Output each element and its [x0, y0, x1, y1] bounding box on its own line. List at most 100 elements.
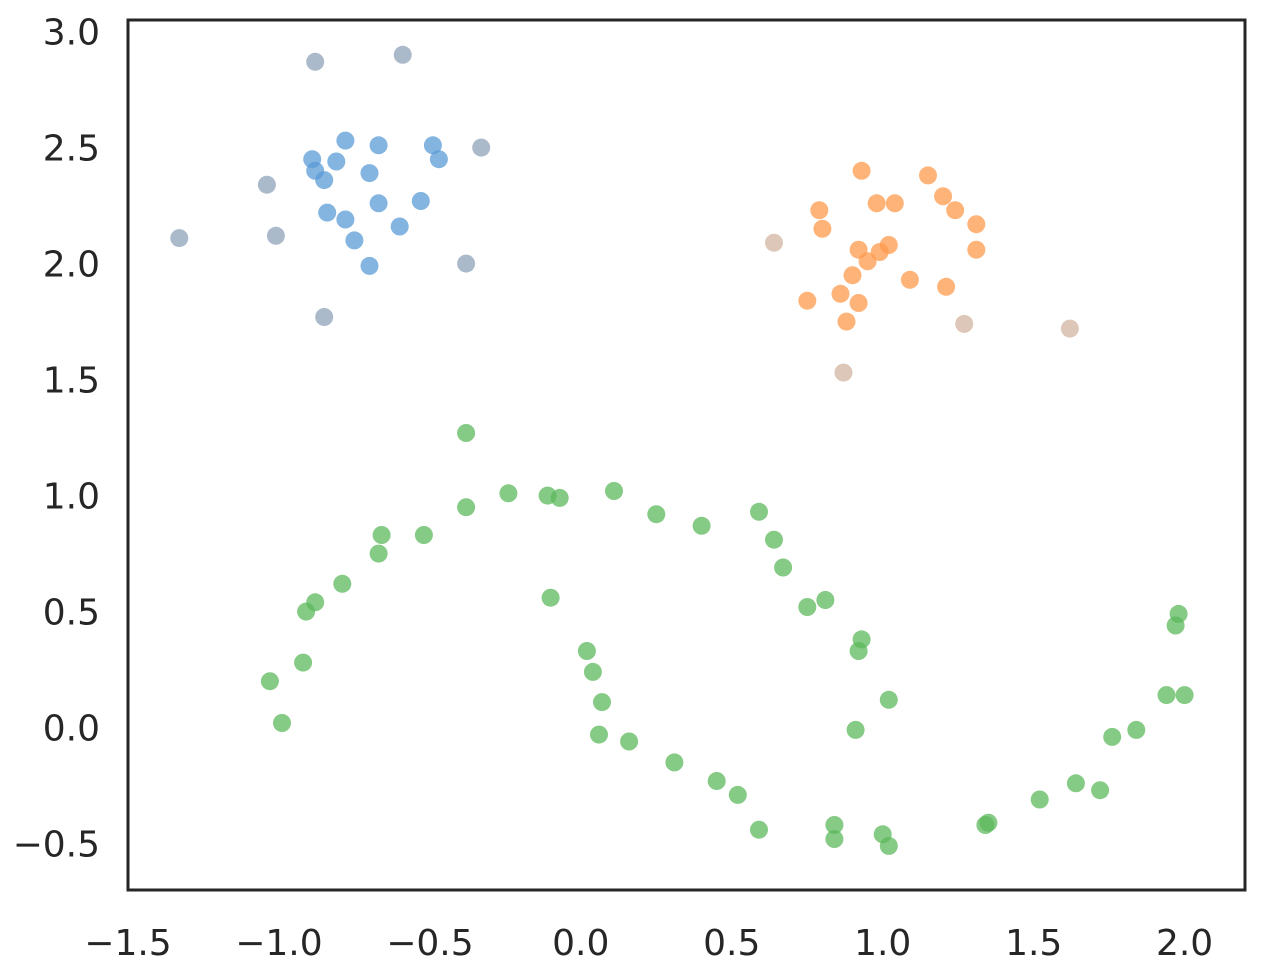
y-tick-label: 3.0	[43, 13, 100, 54]
x-tick-label: 1.5	[1005, 923, 1062, 964]
scatter-point-s0-3	[327, 152, 346, 171]
scatter-point-s2-6	[692, 516, 711, 535]
scatter-point-s2-44	[1091, 781, 1110, 800]
scatter-point-s2-9	[774, 558, 793, 577]
x-tick-label: −0.5	[386, 923, 473, 964]
scatter-point-s1-4	[885, 194, 904, 213]
scatter-point-s1-19	[849, 294, 868, 312]
scatter-point-s1-0	[852, 161, 871, 180]
scatter-point-s1-2	[934, 187, 953, 206]
scatter-point-s2-14	[879, 690, 898, 709]
scatter-point-s1-20	[837, 312, 856, 331]
x-tick-label: 2.0	[1156, 923, 1213, 964]
plot-frame	[126, 18, 1247, 892]
scatter-point-s0-8	[411, 192, 430, 210]
scatter-point-s2-36	[825, 816, 844, 834]
scatter-point-s2-27	[577, 642, 596, 660]
scatter-point-s4-2	[1060, 319, 1079, 338]
scatter-point-s2-37	[825, 830, 844, 848]
scatter-point-s1-12	[858, 252, 877, 271]
scatter-point-s2-20	[333, 574, 352, 593]
scatter-point-s2-48	[1175, 686, 1194, 705]
scatter-point-s2-4	[605, 482, 623, 500]
scatter-point-s1-15	[900, 270, 919, 289]
x-axis-ticks: −1.5 −1.0 −0.5 0.0 0.5 1.0 1.5 2.0	[84, 923, 1213, 964]
scatter-point-s4-1	[955, 314, 974, 333]
scatter-point-s2-19	[369, 544, 388, 563]
scatter-point-s1-14	[843, 266, 862, 285]
scatter-point-s0-10	[336, 210, 355, 229]
scatter-point-s2-7	[750, 502, 768, 521]
y-tick-label: 0.5	[43, 593, 100, 634]
scatter-point-s1-13	[967, 240, 986, 259]
scatter-point-s1-5	[810, 201, 829, 220]
scatter-point-s4-3	[834, 363, 853, 382]
scatter-point-s3-1	[393, 45, 412, 64]
scatter-point-s2-47	[1157, 686, 1176, 705]
scatter-point-s1-17	[831, 284, 850, 303]
scatter-point-s1-1	[919, 166, 937, 185]
scatter-point-s0-5	[315, 171, 334, 190]
y-tick-label: 2.5	[43, 129, 100, 170]
scatter-point-s2-26	[541, 588, 560, 607]
scatter-point-s0-0	[336, 131, 355, 150]
y-tick-label: 1.0	[43, 477, 100, 518]
scatter-point-s2-32	[665, 753, 684, 772]
scatter-point-s2-33	[707, 772, 726, 790]
scatter-point-s2-24	[260, 672, 279, 691]
y-axis-ticks: −0.5 0.0 0.5 1.0 1.5 2.0 2.5 3.0	[13, 13, 100, 866]
scatter-point-s0-1	[369, 136, 388, 155]
scatter-point-s2-35	[750, 820, 768, 839]
scatter-point-s2-29	[593, 693, 611, 712]
scatter-point-s3-3	[472, 138, 491, 157]
scatter-point-s2-18	[372, 526, 391, 544]
scatter-point-s0-12	[345, 231, 364, 250]
scatter-point-s2-41	[979, 813, 998, 832]
scatter-point-s3-7	[315, 308, 334, 326]
scatter-point-s1-7	[813, 219, 832, 238]
scatter-point-s2-42	[1030, 790, 1049, 809]
scatter-point-s2-23	[294, 653, 313, 672]
scatter-point-s3-0	[306, 52, 325, 71]
y-tick-label: −0.5	[13, 825, 100, 866]
scatter-point-s2-13	[849, 642, 868, 660]
scatter-point-s2-34	[728, 785, 747, 804]
scatter-point-s3-6	[457, 254, 476, 273]
scatter-point-s2-28	[583, 662, 602, 681]
x-tick-label: −1.0	[235, 923, 322, 964]
scatter-point-s2-31	[620, 732, 639, 751]
scatter-point-s2-25	[273, 714, 291, 732]
scatter-point-s2-46	[1127, 720, 1146, 739]
scatter-point-s2-50	[1169, 604, 1188, 623]
scatter-point-s2-16	[457, 498, 476, 517]
scatter-point-s0-7	[369, 194, 388, 213]
scatter-point-s4-0	[765, 233, 783, 252]
scatter-point-s0-6	[360, 164, 379, 183]
scatter-point-s3-5	[266, 226, 285, 245]
scatter-point-s0-9	[318, 203, 337, 222]
y-tick-label: 0.0	[43, 709, 100, 750]
scatter-point-s2-43	[1066, 774, 1085, 793]
x-tick-label: 0.5	[703, 923, 760, 964]
scatter-point-s2-11	[816, 591, 835, 609]
scatter-point-s2-39	[879, 836, 898, 855]
scatter-point-s2-5	[647, 505, 666, 524]
scatter-point-s2-17	[414, 526, 433, 544]
x-tick-label: −1.5	[84, 923, 171, 964]
scatter-point-s0-11	[390, 217, 409, 236]
x-tick-label: 1.0	[854, 923, 911, 964]
scatter-point-s2-10	[798, 598, 817, 616]
scatter-point-s3-4	[170, 229, 189, 248]
y-tick-label: 2.0	[43, 245, 100, 286]
scatter-point-s1-3	[867, 194, 886, 213]
scatter-point-s2-45	[1103, 727, 1122, 746]
scatter-point-s0-13	[360, 256, 379, 275]
scatter-point-s1-8	[967, 215, 986, 234]
y-tick-label: 1.5	[43, 361, 100, 402]
scatter-point-s2-8	[765, 530, 783, 549]
scatter-point-s0-14	[423, 136, 442, 155]
scatter-point-s2-0	[457, 424, 476, 442]
scatter-point-s3-2	[257, 175, 276, 194]
scatter-point-s2-1	[499, 484, 518, 503]
